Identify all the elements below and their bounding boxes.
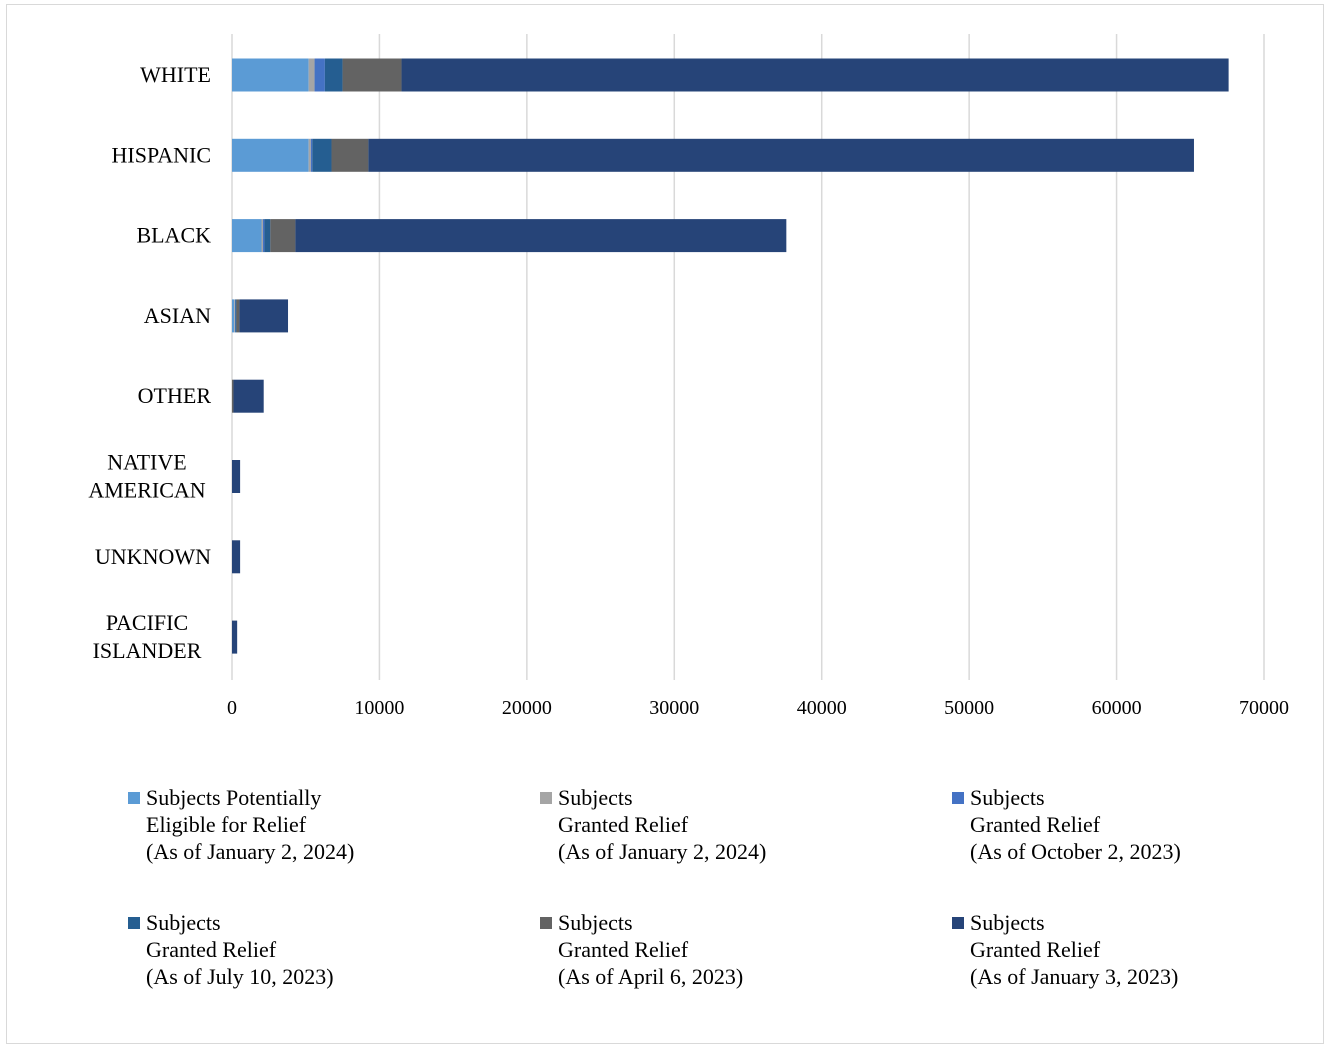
category-label: OTHER: [138, 383, 212, 408]
legend-swatch: [952, 792, 964, 804]
bar-segment: [232, 621, 237, 654]
category-label: BLACK: [136, 223, 211, 248]
x-tick-labels: 0 10000 20000 30000 40000 50000 60000 70000: [227, 697, 1289, 719]
bar-segment: [263, 219, 264, 252]
x-tick-label: 0: [227, 697, 237, 719]
bar-segment: [402, 59, 1229, 92]
bar-segment: [235, 299, 236, 332]
legend-label: Subjects Granted Relief (As of October 2…: [970, 784, 1181, 865]
bar-segment: [368, 139, 1194, 172]
x-tick-label: 30000: [649, 697, 699, 719]
bar-segment: [233, 380, 263, 413]
bar-segment: [309, 59, 315, 92]
bar-segment: [261, 219, 262, 252]
bar-segment: [311, 139, 312, 172]
bar-segment: [332, 139, 369, 172]
legend-swatch: [952, 917, 964, 929]
legend-label: Subjects Granted Relief (As of January 3…: [970, 909, 1178, 990]
bar-segment: [236, 299, 239, 332]
bar-segment: [232, 59, 309, 92]
bar-segment: [232, 540, 240, 573]
legend-swatch: [128, 792, 140, 804]
category-label: ASIAN: [144, 303, 211, 328]
bars: [232, 59, 1229, 654]
bar-segment: [232, 460, 240, 493]
bar-segment: [232, 299, 234, 332]
bar-segment: [232, 219, 261, 252]
category-label: UNKNOWN: [95, 544, 211, 569]
bar-segment: [309, 139, 311, 172]
bar-segment: [232, 380, 233, 413]
bar-segment: [312, 139, 331, 172]
legend-label: Subjects Granted Relief (As of January 2…: [558, 784, 766, 865]
bar-segment: [325, 59, 343, 92]
gridlines: [232, 34, 1264, 680]
bar-segment: [343, 59, 402, 92]
category-label: WHITE: [140, 62, 211, 87]
bar-segment: [239, 299, 288, 332]
bar-segment: [315, 59, 325, 92]
bar-segment: [232, 139, 309, 172]
x-tick-label: 50000: [944, 697, 994, 719]
x-tick-label: 10000: [354, 697, 404, 719]
legend-label: Subjects Granted Relief (As of April 6, …: [558, 909, 743, 990]
bar-segment: [234, 299, 235, 332]
bar-segment: [270, 219, 295, 252]
category-label: HISPANIC: [112, 142, 211, 167]
legend-swatch: [128, 917, 140, 929]
legend-label: Subjects Potentially Eligible for Relief…: [146, 784, 354, 865]
legend-swatch: [540, 917, 552, 929]
x-tick-label: 60000: [1092, 697, 1142, 719]
legend-swatch: [540, 792, 552, 804]
x-tick-label: 40000: [797, 697, 847, 719]
bar-segment: [295, 219, 786, 252]
legend-label: Subjects Granted Relief (As of July 10, …: [146, 909, 334, 990]
bar-segment: [264, 219, 270, 252]
x-tick-label: 70000: [1239, 697, 1289, 719]
x-tick-label: 20000: [502, 697, 552, 719]
